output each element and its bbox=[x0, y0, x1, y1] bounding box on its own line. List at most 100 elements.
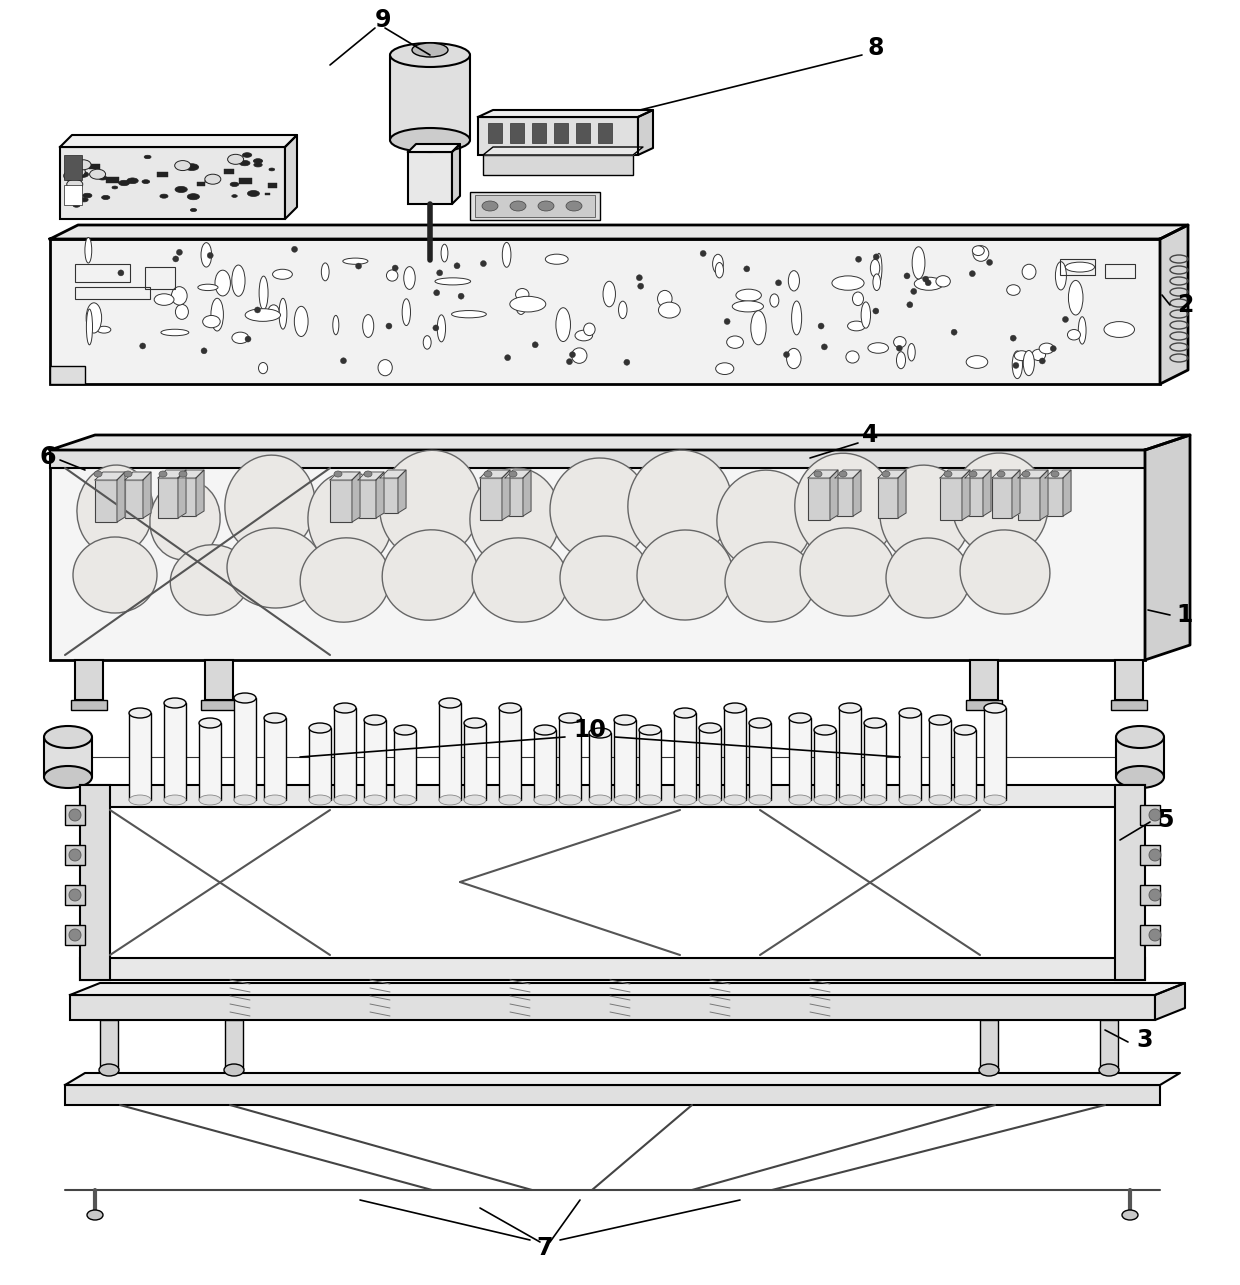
Bar bbox=[50, 450, 1145, 660]
Bar bbox=[1105, 263, 1135, 278]
Ellipse shape bbox=[69, 849, 81, 861]
Polygon shape bbox=[940, 470, 970, 478]
Bar bbox=[224, 1020, 243, 1070]
Bar bbox=[940, 478, 962, 520]
Bar bbox=[330, 481, 352, 522]
Bar bbox=[64, 925, 86, 944]
Ellipse shape bbox=[140, 343, 145, 350]
Ellipse shape bbox=[821, 344, 827, 350]
Ellipse shape bbox=[929, 714, 951, 725]
Ellipse shape bbox=[356, 263, 362, 269]
Ellipse shape bbox=[273, 270, 293, 279]
Ellipse shape bbox=[1039, 359, 1045, 364]
Ellipse shape bbox=[970, 271, 976, 276]
Bar bbox=[125, 481, 143, 518]
Ellipse shape bbox=[637, 283, 644, 289]
Ellipse shape bbox=[264, 713, 286, 723]
Ellipse shape bbox=[929, 795, 951, 804]
Bar bbox=[489, 123, 502, 143]
Ellipse shape bbox=[498, 703, 521, 713]
Bar bbox=[699, 729, 720, 801]
Ellipse shape bbox=[875, 253, 882, 283]
Ellipse shape bbox=[79, 198, 88, 202]
Bar bbox=[64, 846, 86, 865]
Ellipse shape bbox=[191, 208, 197, 212]
Polygon shape bbox=[69, 983, 1185, 995]
Ellipse shape bbox=[1116, 726, 1164, 748]
Ellipse shape bbox=[254, 163, 262, 167]
Ellipse shape bbox=[551, 457, 650, 562]
Ellipse shape bbox=[589, 729, 611, 738]
Polygon shape bbox=[1012, 470, 1021, 518]
Polygon shape bbox=[1045, 470, 1071, 478]
Ellipse shape bbox=[77, 171, 88, 177]
Bar bbox=[66, 176, 74, 180]
Ellipse shape bbox=[451, 311, 486, 317]
Polygon shape bbox=[505, 470, 531, 478]
Ellipse shape bbox=[76, 159, 91, 170]
Bar bbox=[464, 723, 486, 801]
Ellipse shape bbox=[334, 795, 356, 804]
Ellipse shape bbox=[724, 703, 746, 713]
Ellipse shape bbox=[1104, 321, 1135, 338]
Polygon shape bbox=[830, 470, 838, 520]
Ellipse shape bbox=[899, 708, 921, 718]
Bar bbox=[970, 660, 998, 700]
Ellipse shape bbox=[789, 795, 811, 804]
Ellipse shape bbox=[908, 343, 915, 361]
Ellipse shape bbox=[112, 186, 118, 189]
Ellipse shape bbox=[201, 348, 207, 353]
Ellipse shape bbox=[171, 287, 187, 305]
Ellipse shape bbox=[873, 274, 880, 290]
Polygon shape bbox=[330, 472, 360, 481]
Ellipse shape bbox=[675, 795, 696, 804]
Ellipse shape bbox=[839, 703, 861, 713]
Ellipse shape bbox=[1068, 329, 1080, 341]
Bar bbox=[980, 1020, 998, 1070]
Ellipse shape bbox=[279, 298, 286, 329]
Ellipse shape bbox=[856, 256, 862, 262]
Ellipse shape bbox=[624, 360, 630, 365]
Ellipse shape bbox=[69, 889, 81, 901]
Ellipse shape bbox=[458, 293, 464, 299]
Bar bbox=[480, 478, 502, 520]
Ellipse shape bbox=[391, 42, 470, 67]
Ellipse shape bbox=[412, 42, 448, 57]
Ellipse shape bbox=[232, 194, 237, 198]
Polygon shape bbox=[117, 472, 125, 522]
Ellipse shape bbox=[1099, 1064, 1118, 1076]
Bar bbox=[71, 700, 107, 711]
Ellipse shape bbox=[246, 337, 250, 342]
Ellipse shape bbox=[832, 276, 864, 290]
Ellipse shape bbox=[211, 298, 223, 332]
Bar bbox=[223, 170, 233, 175]
Bar bbox=[675, 713, 696, 801]
Ellipse shape bbox=[813, 795, 836, 804]
Bar bbox=[365, 720, 386, 801]
Ellipse shape bbox=[269, 168, 274, 171]
Ellipse shape bbox=[538, 200, 554, 211]
Polygon shape bbox=[398, 470, 405, 513]
Bar bbox=[81, 785, 110, 980]
Ellipse shape bbox=[172, 256, 179, 262]
Ellipse shape bbox=[870, 260, 879, 278]
Ellipse shape bbox=[441, 244, 448, 262]
Ellipse shape bbox=[619, 301, 627, 319]
Ellipse shape bbox=[239, 161, 250, 166]
Ellipse shape bbox=[102, 195, 110, 199]
Ellipse shape bbox=[997, 472, 1004, 477]
Bar bbox=[64, 885, 86, 905]
Ellipse shape bbox=[309, 723, 331, 732]
Ellipse shape bbox=[972, 245, 985, 256]
Ellipse shape bbox=[534, 725, 556, 735]
Ellipse shape bbox=[264, 795, 286, 804]
Text: 5: 5 bbox=[1157, 808, 1173, 831]
Ellipse shape bbox=[1007, 285, 1021, 296]
Ellipse shape bbox=[433, 325, 439, 332]
Ellipse shape bbox=[243, 153, 252, 157]
Bar bbox=[965, 478, 983, 517]
Polygon shape bbox=[95, 472, 125, 481]
Ellipse shape bbox=[516, 289, 529, 301]
Ellipse shape bbox=[83, 193, 92, 198]
Ellipse shape bbox=[1055, 262, 1066, 290]
